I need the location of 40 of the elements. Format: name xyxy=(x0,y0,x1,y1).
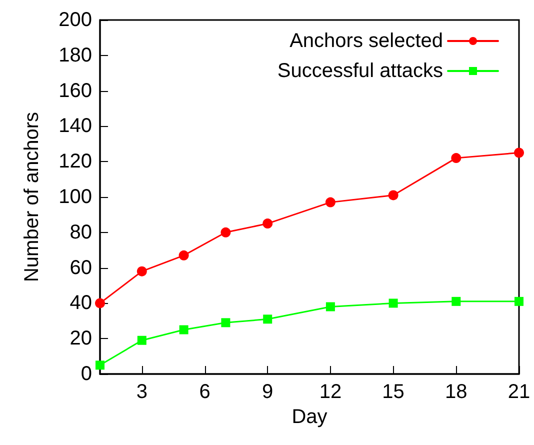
y-tick-label: 100 xyxy=(58,186,92,208)
y-tick-label: 80 xyxy=(70,221,92,244)
point xyxy=(220,227,231,238)
y-tick-label: 60 xyxy=(70,256,92,279)
y-tick-label: 0 xyxy=(80,363,92,385)
point xyxy=(325,197,336,208)
x-tick-label: 21 xyxy=(508,381,530,403)
point xyxy=(178,250,189,260)
point xyxy=(326,302,335,312)
point xyxy=(262,218,273,229)
point xyxy=(136,266,147,276)
legend-label: Anchors selected xyxy=(290,30,443,52)
point xyxy=(514,296,524,306)
y-tick-label: 160 xyxy=(58,80,92,102)
y-tick-label: 120 xyxy=(58,150,92,173)
x-tick-label: 6 xyxy=(199,381,210,403)
y-tick-label: 200 xyxy=(58,9,92,31)
point xyxy=(96,360,104,370)
x-tick-label: 3 xyxy=(136,381,148,403)
point xyxy=(137,336,146,345)
x-tick-label: 12 xyxy=(319,381,342,403)
point xyxy=(263,314,272,324)
legend-label: Successful attacks xyxy=(277,60,443,82)
point xyxy=(388,298,398,308)
x-axis-title: Day xyxy=(292,406,328,428)
point xyxy=(514,148,524,158)
point xyxy=(221,318,230,328)
y-tick-label: 40 xyxy=(70,292,92,314)
y-tick-label: 140 xyxy=(58,115,92,138)
y-axis-title: Number of anchors xyxy=(21,112,43,282)
point xyxy=(452,296,461,306)
point xyxy=(451,153,462,164)
x-tick-label: 9 xyxy=(262,381,274,403)
point xyxy=(95,298,105,308)
x-tick-label: 18 xyxy=(445,381,468,403)
point xyxy=(179,325,188,334)
y-tick-label: 20 xyxy=(70,328,92,350)
y-tick-label: 180 xyxy=(58,44,92,66)
x-tick-label: 15 xyxy=(382,381,404,403)
point xyxy=(388,190,398,200)
